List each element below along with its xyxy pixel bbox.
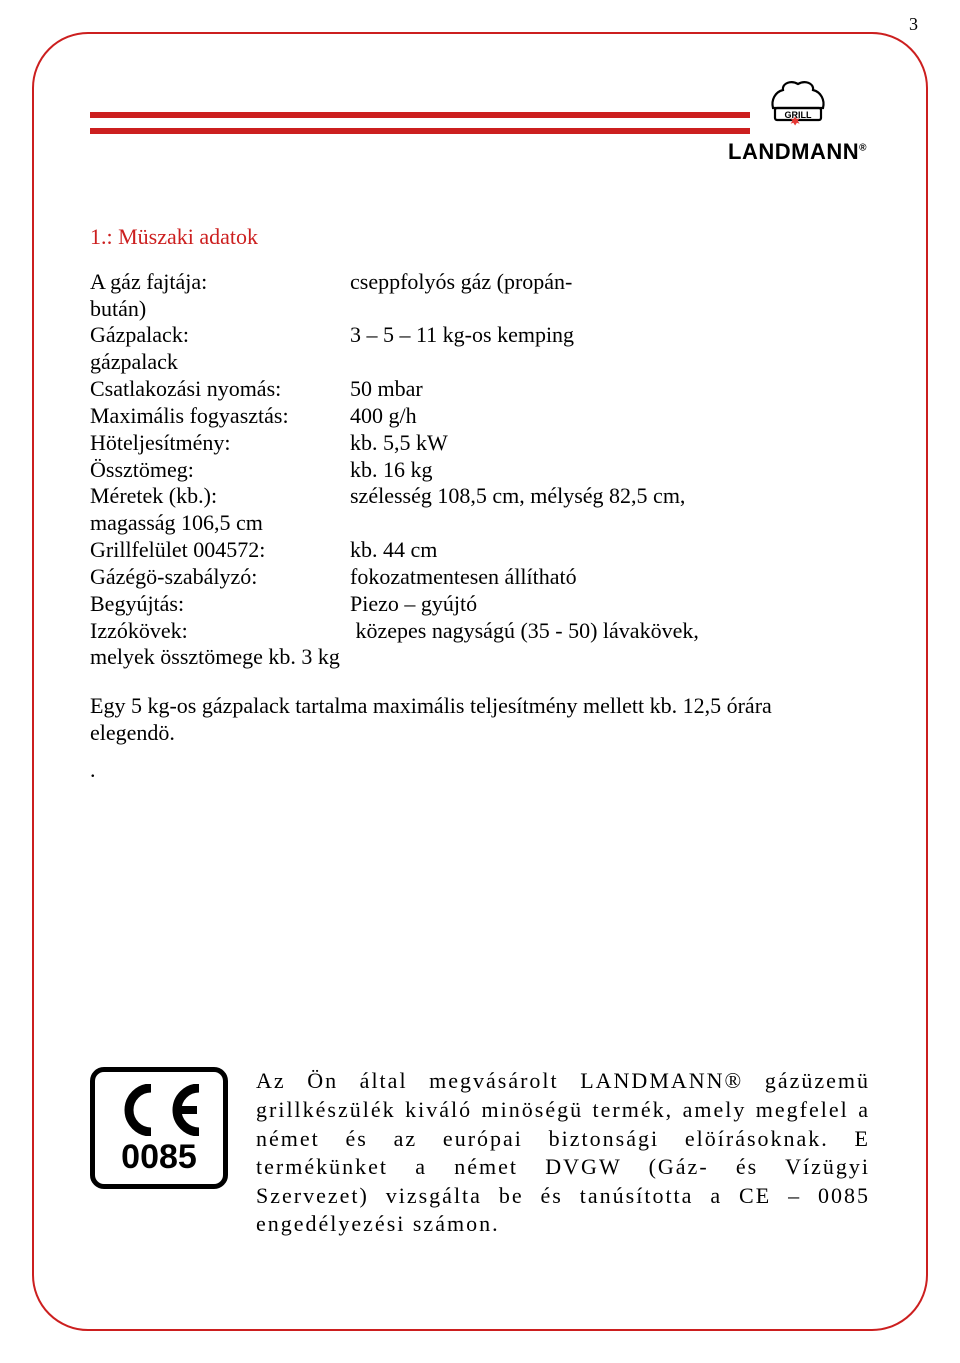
spec-value: közepes nagyságú (35 - 50) lávakövek, bbox=[350, 618, 699, 643]
brand-wordmark: LANDMANN® bbox=[725, 139, 870, 165]
spec-value: szélesség 108,5 cm, mélység 82,5 cm, bbox=[350, 483, 685, 508]
spec-value: 400 g/h bbox=[350, 403, 417, 428]
brand-logo: GRILL LANDMANN® bbox=[725, 78, 870, 165]
spec-list: A gáz fajtája:cseppfolyós gáz (propán-bu… bbox=[90, 269, 830, 671]
spec-label: Csatlakozási nyomás: bbox=[90, 376, 350, 403]
spec-label: Grillfelület 004572: bbox=[90, 537, 350, 564]
usage-note: Egy 5 kg-os gázpalack tartalma maximális… bbox=[90, 693, 830, 747]
spec-row: Gázégö-szabályzó:fokozatmentesen állítha… bbox=[90, 564, 830, 591]
grill-crown-icon: GRILL bbox=[769, 78, 827, 130]
spec-continuation: bután) bbox=[90, 296, 146, 321]
spec-row: Begyújtás:Piezo – gyújtó bbox=[90, 591, 830, 618]
header-rules bbox=[90, 112, 750, 134]
footer-block: 0085 Az Ön által megvásárolt LANDMANN® g… bbox=[90, 1067, 870, 1239]
spec-value: fokozatmentesen állítható bbox=[350, 564, 577, 589]
spec-value: kb. 16 kg bbox=[350, 457, 433, 482]
spec-continuation: magasság 106,5 cm bbox=[90, 510, 263, 535]
spec-value: kb. 44 cm bbox=[350, 537, 437, 562]
stray-dot: . bbox=[90, 757, 830, 784]
spec-value: cseppfolyós gáz (propán- bbox=[350, 269, 572, 294]
spec-row: Höteljesítmény:kb. 5,5 kW bbox=[90, 430, 830, 457]
spec-row-continuation: melyek össztömege kb. 3 kg bbox=[90, 644, 830, 671]
spec-label: Gázégö-szabályzó: bbox=[90, 564, 350, 591]
spec-row-continuation: magasság 106,5 cm bbox=[90, 510, 830, 537]
spec-label: Maximális fogyasztás: bbox=[90, 403, 350, 430]
header-rule-top bbox=[90, 112, 750, 118]
crown-label: GRILL bbox=[784, 110, 811, 120]
spec-continuation: gázpalack bbox=[90, 349, 178, 374]
brand-name: LANDMANN bbox=[728, 139, 859, 164]
spec-label: Izzókövek: bbox=[90, 618, 350, 645]
brand-registered: ® bbox=[859, 143, 867, 154]
spec-value: 3 – 5 – 11 kg-os kemping bbox=[350, 322, 574, 347]
spec-label: Méretek (kb.): bbox=[90, 483, 350, 510]
header: GRILL LANDMANN® bbox=[90, 78, 870, 196]
spec-label: Höteljesítmény: bbox=[90, 430, 350, 457]
spec-label: Begyújtás: bbox=[90, 591, 350, 618]
spec-row: Izzókövek: közepes nagyságú (35 - 50) lá… bbox=[90, 618, 830, 645]
spec-row: Grillfelület 004572:kb. 44 cm bbox=[90, 537, 830, 564]
spec-row: Gázpalack:3 – 5 – 11 kg-os kemping bbox=[90, 322, 830, 349]
spec-row: Csatlakozási nyomás:50 mbar bbox=[90, 376, 830, 403]
spec-row: Össztömeg:kb. 16 kg bbox=[90, 457, 830, 484]
spec-row-continuation: gázpalack bbox=[90, 349, 830, 376]
page-frame: 3 GRILL LANDMANN® 1.: Müszaki adatok A g… bbox=[32, 32, 928, 1331]
spec-continuation: melyek össztömege kb. 3 kg bbox=[90, 644, 340, 669]
spec-row: A gáz fajtája:cseppfolyós gáz (propán- bbox=[90, 269, 830, 296]
header-rule-bottom bbox=[90, 128, 750, 134]
section-title: 1.: Müszaki adatok bbox=[90, 224, 830, 251]
ce-mark-icon bbox=[109, 1084, 209, 1136]
spec-label: A gáz fajtája: bbox=[90, 269, 350, 296]
spec-value: Piezo – gyújtó bbox=[350, 591, 477, 616]
spec-label: Össztömeg: bbox=[90, 457, 350, 484]
spec-value: kb. 5,5 kW bbox=[350, 430, 448, 455]
spec-value: 50 mbar bbox=[350, 376, 423, 401]
page-number: 3 bbox=[909, 14, 918, 35]
ce-number: 0085 bbox=[121, 1138, 197, 1177]
spec-label: Gázpalack: bbox=[90, 322, 350, 349]
ce-mark-box: 0085 bbox=[90, 1067, 228, 1189]
compliance-text: Az Ön által megvásárolt LANDMANN® gázüze… bbox=[256, 1067, 870, 1239]
document-body: 1.: Müszaki adatok A gáz fajtája:cseppfo… bbox=[90, 224, 830, 784]
spec-row: Maximális fogyasztás:400 g/h bbox=[90, 403, 830, 430]
spec-row-continuation: bután) bbox=[90, 296, 830, 323]
spec-row: Méretek (kb.):szélesség 108,5 cm, mélysé… bbox=[90, 483, 830, 510]
